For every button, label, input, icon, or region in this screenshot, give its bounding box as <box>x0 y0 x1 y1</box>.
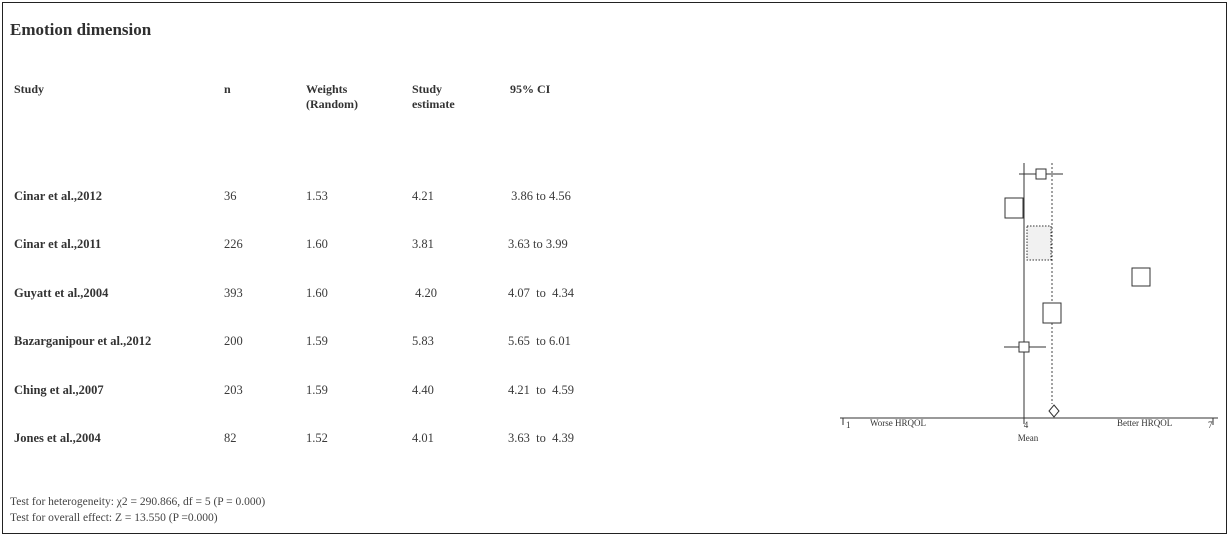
study-marker <box>1035 168 1047 180</box>
row-ci: 5.65 to 6.01 <box>508 334 571 348</box>
row-estimate: 5.83 <box>412 334 434 348</box>
study-marker <box>1042 302 1062 324</box>
pooled-diamond <box>1048 404 1060 418</box>
row-n: 36 <box>224 189 237 203</box>
study-marker <box>1026 225 1052 261</box>
row-study: Cinar et al.,2011 <box>14 237 102 251</box>
row-ci: 3.86 to 4.56 <box>508 189 571 203</box>
heterogeneity-test: Test for heterogeneity: χ2 = 290.866, df… <box>10 496 266 508</box>
row-estimate: 3.81 <box>412 237 434 251</box>
axis-min-label: 1 <box>846 420 851 430</box>
header-weights-line2: (Random) <box>306 97 359 111</box>
row-study: Cinar et al.,2012 <box>14 189 102 203</box>
row-study: Guyatt et al.,2004 <box>14 286 109 300</box>
study-marker <box>1018 341 1030 353</box>
row-weight: 1.52 <box>306 431 328 445</box>
header-estimate-line2: estimate <box>412 97 455 111</box>
header-weights: Weights (Random) <box>306 82 358 112</box>
row-n: 203 <box>224 383 243 397</box>
header-estimate-line1: Study <box>412 82 443 96</box>
row-weight: 1.59 <box>306 383 328 397</box>
axis-left-label: Worse HRQOL <box>870 418 926 428</box>
row-estimate: 4.01 <box>412 431 434 445</box>
row-weight: 1.53 <box>306 189 328 203</box>
figure-title: Emotion dimension <box>10 20 152 39</box>
row-weight: 1.59 <box>306 334 328 348</box>
row-study: Bazarganipour et al.,2012 <box>14 334 152 348</box>
row-n: 82 <box>224 431 237 445</box>
row-ci: 4.07 to 4.34 <box>508 286 574 300</box>
row-ci: 3.63 to 3.99 <box>508 237 568 251</box>
header-estimate: Study estimate <box>412 82 455 112</box>
header-weights-line1: Weights <box>306 82 348 96</box>
axis-max-label: 7 <box>1208 420 1213 430</box>
row-estimate: 4.40 <box>412 383 434 397</box>
row-ci: 3.63 to 4.39 <box>508 431 574 445</box>
row-n: 226 <box>224 237 243 251</box>
axis-center-value-label: 4 <box>1024 420 1029 430</box>
row-estimate: 4.21 <box>412 189 434 203</box>
row-estimate: 4.20 <box>412 286 437 300</box>
row-ci: 4.21 to 4.59 <box>508 383 574 397</box>
row-weight: 1.60 <box>306 286 328 300</box>
header-ci: 95% CI <box>510 82 551 96</box>
header-study: Study <box>14 82 45 96</box>
overall-effect-test: Test for overall effect: Z = 13.550 (P =… <box>10 512 218 524</box>
study-marker <box>1004 197 1024 219</box>
row-study: Jones et al.,2004 <box>14 431 101 445</box>
study-marker <box>1131 267 1151 287</box>
row-n: 200 <box>224 334 243 348</box>
axis-right-label: Better HRQOL <box>1117 418 1172 428</box>
row-n: 393 <box>224 286 243 300</box>
row-study: Ching et al.,2007 <box>14 383 104 397</box>
row-weight: 1.60 <box>306 237 328 251</box>
header-n: n <box>224 82 231 96</box>
axis-center-label: Mean <box>1018 433 1039 443</box>
